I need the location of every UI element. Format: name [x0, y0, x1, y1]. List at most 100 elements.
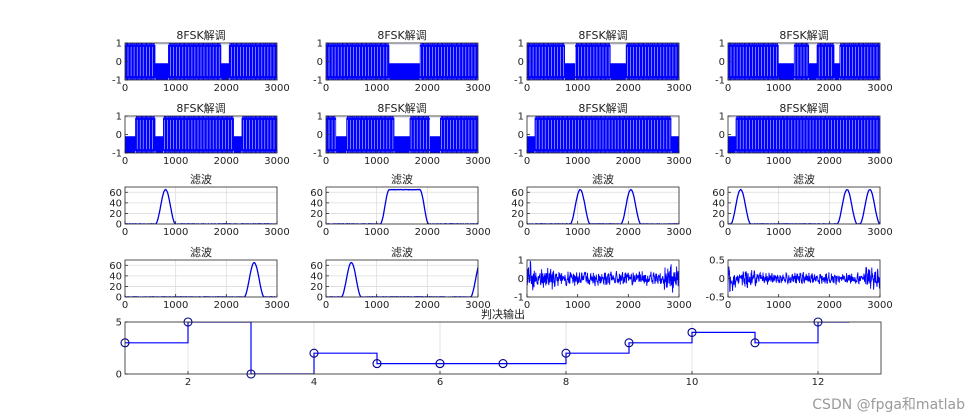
y-tick-label: -1: [715, 76, 725, 87]
signal-texture: [527, 46, 679, 77]
y-tick-label: 0: [317, 220, 323, 231]
decision-marker: [498, 359, 508, 369]
y-tick-label: 40: [109, 271, 122, 282]
x-tick-label: 0: [122, 227, 128, 238]
decision-marker: [435, 359, 445, 369]
x-tick-label: 2000: [616, 156, 641, 167]
signal-texture: [736, 119, 880, 150]
x-tick-label: 0: [323, 227, 329, 238]
x-tick-label: 3000: [264, 300, 289, 311]
signal-gap: [527, 117, 535, 137]
plot-area: [125, 261, 277, 297]
y-tick-label: -1: [514, 293, 524, 304]
signal-floor: [389, 63, 420, 80]
noise-trace: [527, 260, 679, 293]
signal-gap: [429, 117, 440, 137]
x-tick-label: 0: [122, 300, 128, 311]
signal-floor: [610, 63, 626, 80]
subplot-title: 滤波: [391, 246, 413, 259]
subplot-title: 8FSK解调: [176, 101, 225, 115]
x-tick-label: 6: [437, 377, 443, 388]
x-tick-label: 0: [323, 156, 329, 167]
signal-gap: [336, 117, 347, 137]
signal-gap: [389, 44, 420, 64]
x-tick-label: 3000: [465, 83, 490, 94]
signal-floor: [728, 136, 736, 153]
x-tick-label: 10: [686, 377, 699, 388]
y-tick-label: -1: [112, 149, 122, 160]
y-tick-label: -1: [313, 149, 323, 160]
x-tick-label: 1000: [766, 83, 791, 94]
x-tick-label: 1000: [163, 227, 188, 238]
signal-gap: [778, 44, 794, 64]
y-tick-label: 1: [719, 39, 725, 50]
subplot-title: 8FSK解调: [176, 28, 225, 42]
y-tick-label: 0: [518, 274, 524, 285]
decision-marker: [750, 338, 760, 348]
plot-area: [125, 322, 850, 374]
subplot-title: 8FSK解调: [779, 28, 828, 42]
x-tick-label: 3000: [666, 156, 691, 167]
y-tick-label: 0: [719, 130, 725, 141]
x-tick-label: 2000: [214, 300, 239, 311]
y-tick-label: 40: [310, 198, 323, 209]
plot-area: [527, 260, 679, 293]
x-tick-label: 3000: [867, 156, 892, 167]
y-tick-label: 0: [317, 293, 323, 304]
x-tick-label: 1000: [364, 227, 389, 238]
x-tick-label: 0: [122, 156, 128, 167]
y-tick-label: 20: [712, 209, 725, 220]
subplot-title: 滤波: [592, 173, 614, 186]
y-tick-label: 0: [317, 130, 323, 141]
x-tick-label: 2000: [817, 300, 842, 311]
y-tick-label: 1: [317, 39, 323, 50]
decision-marker: [309, 348, 319, 358]
noise-trace: [728, 266, 880, 292]
axes-box: [124, 186, 278, 225]
x-tick-label: 2000: [415, 83, 440, 94]
axes-background: [326, 260, 478, 297]
plot-area: [728, 266, 880, 292]
y-tick-label: 1: [518, 39, 524, 50]
y-tick-label: 1: [116, 39, 122, 50]
signal-floor: [221, 63, 229, 80]
y-tick-label: 0: [116, 293, 122, 304]
decision-marker: [561, 348, 571, 358]
x-tick-label: 0: [725, 227, 731, 238]
signal-gap: [125, 117, 136, 137]
x-tick-label: 1000: [766, 300, 791, 311]
x-tick-label: 1000: [364, 83, 389, 94]
x-tick-label: 2000: [817, 83, 842, 94]
signal-floor: [778, 63, 794, 80]
signal-floor: [809, 63, 817, 80]
y-tick-label: 60: [310, 188, 323, 199]
y-tick-label: 20: [310, 209, 323, 220]
axes-background: [125, 322, 881, 374]
plot-area: [527, 43, 679, 80]
x-tick-label: 0: [725, 300, 731, 311]
subplot-title: 8FSK解调: [377, 28, 426, 42]
axes-background: [527, 187, 679, 224]
subplot-title: 8FSK解调: [779, 101, 828, 115]
subplot-title: 滤波: [592, 246, 614, 259]
y-tick-label: 60: [310, 261, 323, 272]
signal-floor: [125, 136, 136, 153]
x-tick-label: 3000: [666, 83, 691, 94]
x-tick-label: 2000: [214, 156, 239, 167]
y-tick-label: 1: [518, 256, 524, 267]
x-tick-label: 2000: [415, 227, 440, 238]
signal-floor: [671, 136, 679, 153]
x-tick-label: 3000: [867, 227, 892, 238]
subplot-title: 判决输出: [481, 307, 525, 321]
plot-area: [125, 116, 277, 153]
